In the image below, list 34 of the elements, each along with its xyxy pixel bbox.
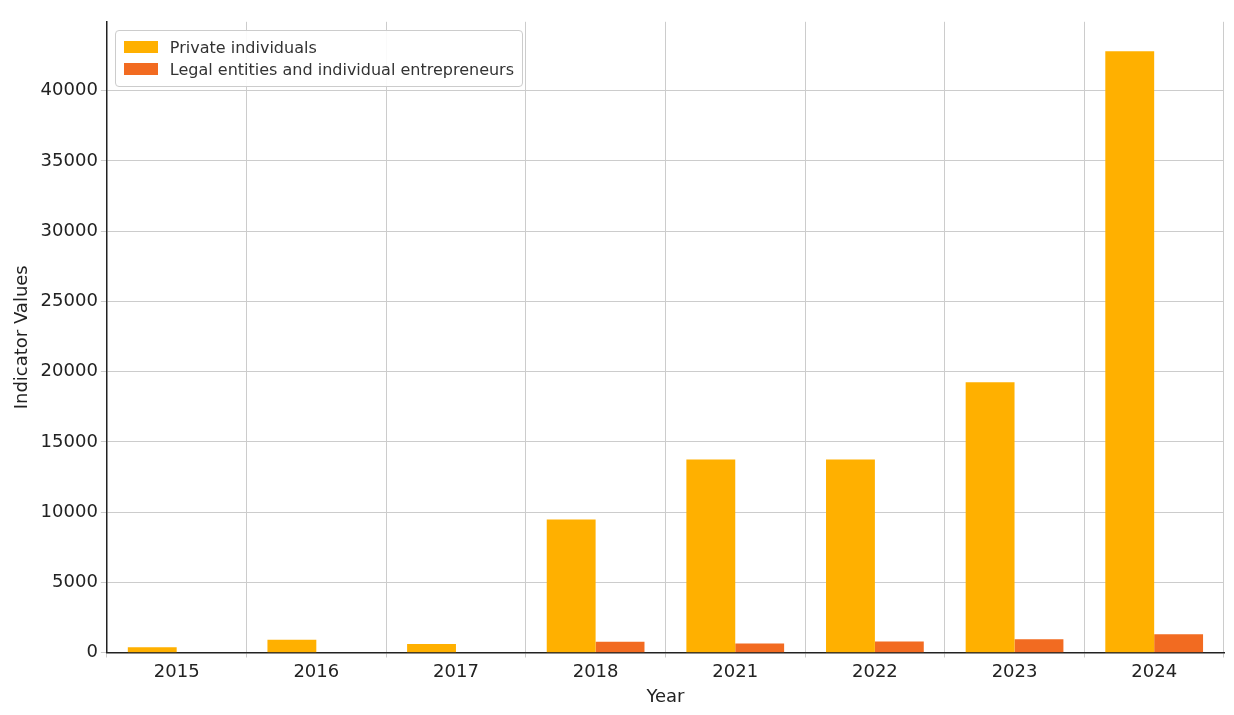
bar	[1154, 634, 1204, 653]
x-tick-label: 2017	[433, 660, 479, 682]
x-tick-label: 2023	[991, 660, 1038, 682]
bar	[267, 639, 317, 653]
y-axis-title: Indicator Values	[10, 265, 32, 410]
bar	[1105, 51, 1155, 653]
legend-label: Private individuals	[169, 37, 317, 57]
x-tick-label: 2021	[712, 660, 759, 682]
bar	[686, 459, 736, 653]
legend-label: Legal entities and individual entrepreneurs	[169, 59, 515, 79]
x-axis-title: Year	[645, 684, 686, 706]
bar	[874, 641, 924, 653]
x-tick-label: 2018	[572, 660, 619, 682]
y-tick-label: 20000	[40, 359, 98, 381]
bar	[546, 519, 596, 653]
bar	[127, 647, 177, 653]
y-tick-label: 0	[86, 640, 98, 662]
bar	[595, 641, 645, 653]
y-tick-label: 30000	[40, 218, 98, 240]
y-tick-label: 15000	[40, 429, 98, 451]
y-tick-label: 25000	[40, 289, 98, 311]
x-tick-label: 2024	[1131, 660, 1178, 682]
bar	[1014, 639, 1064, 653]
x-tick-label: 2022	[851, 660, 898, 682]
bar	[965, 382, 1015, 653]
x-tick-label: 2016	[293, 660, 340, 682]
y-tick-label: 10000	[40, 499, 98, 521]
y-tick-label: 35000	[40, 148, 98, 170]
bar	[735, 643, 785, 653]
bar	[826, 459, 875, 653]
y-tick-label: 5000	[52, 570, 98, 592]
bar	[407, 644, 456, 653]
y-tick-label: 40000	[40, 78, 98, 100]
x-tick-label: 2015	[153, 660, 200, 682]
